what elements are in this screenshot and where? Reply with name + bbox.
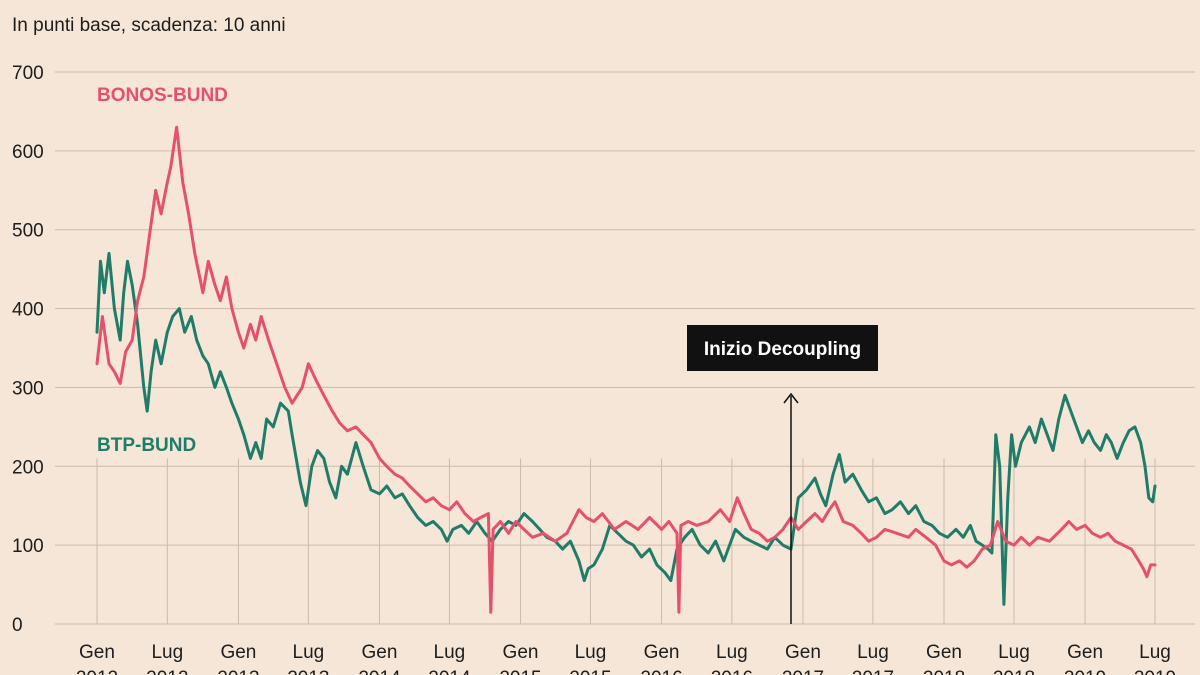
y-tick-label: 0 — [12, 615, 23, 636]
grid-layer — [55, 71, 1195, 625]
x-tick-label: Lug — [434, 642, 466, 663]
x-tick-year: 2013 — [217, 668, 259, 675]
y-tick-label: 600 — [12, 142, 44, 163]
x-tick-year: 2014 — [428, 668, 471, 675]
x-tick-year: 2018 — [923, 668, 965, 675]
annotation-box — [687, 325, 878, 371]
x-tick-label: Lug — [857, 642, 889, 663]
x-tick-label: Gen — [926, 642, 962, 663]
x-tick-label: Lug — [151, 642, 183, 663]
y-tick-label: 700 — [12, 63, 44, 84]
y-tick-label: 400 — [12, 300, 44, 321]
x-tick-label: Gen — [362, 642, 398, 663]
annotation-layer: Inizio Decoupling — [687, 325, 878, 624]
y-tick-label: 500 — [12, 221, 44, 242]
series-labels: BONOS-BUND BTP-BUND — [97, 85, 228, 456]
series-label-btp-bund: BTP-BUND — [97, 435, 196, 456]
series-layer — [95, 125, 1157, 614]
x-tick-year: 2012 — [146, 668, 188, 675]
x-axis-ticks: Gen 2012 Lug 2012 Gen 2013 Lug 2013 Gen 2014 Lug 20… — [76, 642, 1176, 675]
x-tick-label: Lug — [1139, 642, 1171, 663]
x-tick-year: 2015 — [569, 668, 611, 675]
series-line-btp-bund — [95, 251, 1157, 606]
annotation-label: Inizio Decoupling — [704, 339, 861, 360]
x-tick-label: Gen — [644, 642, 680, 663]
x-tick-year: 2019 — [1064, 668, 1106, 675]
x-tick-label: Gen — [79, 642, 115, 663]
y-tick-label: 100 — [12, 536, 44, 557]
x-tick-year: 2012 — [76, 668, 118, 675]
annotation-arrow-head — [783, 392, 799, 404]
x-tick-label: Lug — [998, 642, 1030, 663]
chart-subtitle: In punti base, scadenza: 10 anni — [12, 15, 286, 36]
x-tick-year: 2017 — [852, 668, 894, 675]
x-tick-label: Gen — [220, 642, 256, 663]
series-line-bonos-bund — [95, 125, 1157, 614]
x-tick-label: Lug — [575, 642, 607, 663]
y-tick-label: 200 — [12, 457, 44, 478]
y-axis-ticks: 0 100 200 300 400 500 600 700 — [12, 63, 44, 636]
x-tick-year: 2018 — [993, 668, 1035, 675]
x-tick-year: 2015 — [499, 668, 541, 675]
x-tick-label: Gen — [1067, 642, 1103, 663]
x-tick-year: 2016 — [711, 668, 753, 675]
x-tick-year: 2013 — [287, 668, 329, 675]
y-tick-label: 300 — [12, 378, 44, 399]
x-tick-year: 2016 — [640, 668, 682, 675]
x-tick-label: Lug — [293, 642, 325, 663]
x-tick-label: Gen — [503, 642, 539, 663]
x-tick-year: 2019 — [1134, 668, 1176, 675]
series-label-bonos-bund: BONOS-BUND — [97, 85, 228, 106]
x-tick-label: Lug — [716, 642, 748, 663]
x-tick-year: 2017 — [782, 668, 824, 675]
x-tick-year: 2014 — [358, 668, 401, 675]
x-tick-label: Gen — [785, 642, 821, 663]
